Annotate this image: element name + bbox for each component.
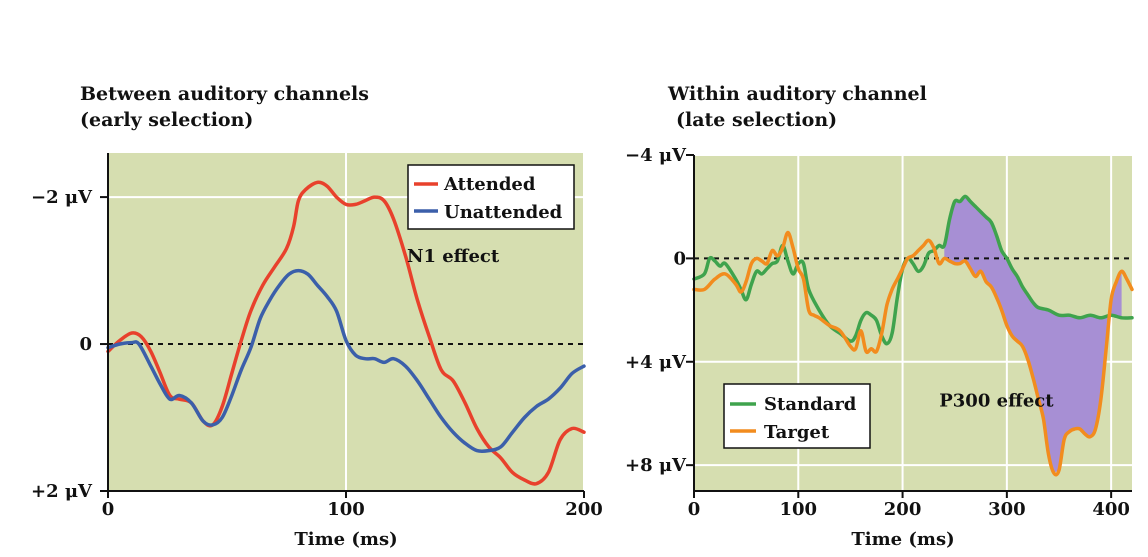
x-tick-label-1: 100 [327, 499, 365, 520]
left-x-ticks: 0 100 200 [102, 491, 603, 520]
legend-label-target: Target [764, 422, 830, 443]
x-tick-label-2: 200 [884, 499, 922, 520]
x-tick-label-0: 0 [102, 499, 115, 520]
legend-label-unattended: Unattended [444, 202, 563, 223]
y-tick-label-0: −2 μV [31, 187, 93, 208]
left-chart-subtitle: (early selection) [80, 109, 253, 131]
x-tick-label-4: 400 [1092, 499, 1130, 520]
right-y-ticks: −4 μV 0 +4 μV +8 μV [625, 145, 694, 476]
right-chart: Within auditory channel (late selection)… [625, 83, 1134, 550]
right-chart-title: Within auditory channel [667, 83, 927, 105]
series-line-target [692, 230, 1134, 477]
x-tick-label-2: 200 [565, 499, 603, 520]
p300-effect-annotation: P300 effect [939, 391, 1054, 412]
left-chart: Between auditory channels (early selecti… [31, 83, 603, 550]
right-legend: Standard Target [723, 383, 871, 449]
left-series-lines [106, 180, 586, 486]
y-tick-label-1: 0 [79, 334, 92, 355]
y-tick-label-2: +4 μV [625, 352, 687, 373]
x-tick-label-1: 100 [779, 499, 817, 520]
legend-label-standard: Standard [764, 394, 857, 415]
left-y-ticks: −2 μV 0 +2 μV [31, 187, 108, 502]
p300-shaded-region [944, 196, 1122, 473]
y-tick-label-1: 0 [673, 248, 686, 269]
y-tick-label-0: −4 μV [625, 145, 687, 166]
y-tick-label-2: +2 μV [31, 481, 93, 502]
right-series-lines [692, 194, 1134, 477]
y-tick-label-3: +8 μV [625, 455, 687, 476]
left-x-axis-label: Time (ms) [294, 529, 397, 550]
right-x-axis-label: Time (ms) [851, 529, 954, 550]
left-legend: Attended Unattended [407, 164, 575, 230]
x-tick-label-3: 300 [988, 499, 1026, 520]
right-chart-subtitle: (late selection) [676, 109, 837, 131]
x-tick-label-0: 0 [688, 499, 701, 520]
legend-label-attended: Attended [443, 174, 536, 195]
series-line-unattended [106, 268, 586, 454]
left-chart-title: Between auditory channels [80, 83, 369, 105]
right-x-ticks: 0 100 200 300 400 [688, 491, 1130, 520]
series-line-attended [106, 180, 586, 486]
n1-effect-annotation: N1 effect [407, 246, 500, 267]
